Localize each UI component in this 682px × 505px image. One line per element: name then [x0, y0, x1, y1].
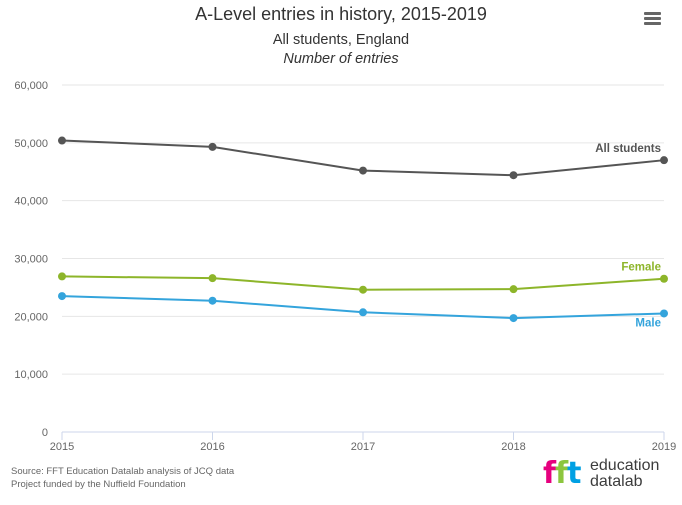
menu-bar — [644, 12, 661, 15]
logo-letter-f: f — [543, 456, 556, 491]
data-point-all-students — [208, 142, 217, 151]
education-datalab-logo: fft education datalab — [543, 458, 673, 492]
x-tick-label: 2015 — [50, 441, 74, 453]
logo-word-education: education — [590, 457, 660, 474]
data-point-female — [208, 274, 217, 283]
menu-bar — [644, 22, 661, 25]
y-tick-label: 30,000 — [14, 254, 48, 266]
x-tick-label: 2019 — [652, 441, 676, 453]
fft-logo-mark: fft — [543, 456, 581, 491]
series-label-female: Female — [621, 262, 661, 274]
data-point-female — [58, 272, 66, 281]
data-point-male — [660, 309, 668, 318]
x-tick-label: 2016 — [200, 441, 224, 453]
subtitle-line-1: All students, England — [272, 32, 410, 48]
series-label-all-students: All students — [595, 143, 661, 155]
y-tick-label: 60,000 — [14, 80, 48, 92]
funding-credit: Project funded by the Nuffield Foundatio… — [11, 479, 186, 490]
source-credit: Source: FFT Education Datalab analysis o… — [11, 466, 235, 477]
logo-word-datalab: datalab — [590, 473, 643, 490]
data-point-male — [58, 292, 66, 301]
x-tick-label: 2017 — [351, 441, 375, 453]
data-point-male — [359, 308, 367, 317]
credits[interactable]: Source: FFT Education Datalab analysis o… — [11, 465, 234, 491]
x-tick-label: 2018 — [501, 441, 525, 453]
chart-title: A-Level entries in history, 2015-2019 — [195, 4, 487, 24]
logo-letter-f: f — [555, 456, 568, 491]
subtitle-line-2: Number of entries — [283, 51, 399, 67]
data-point-female — [359, 285, 367, 294]
y-tick-label: 40,000 — [14, 196, 48, 208]
data-point-all-students — [509, 171, 518, 180]
data-point-all-students — [660, 156, 668, 165]
data-point-female — [509, 285, 518, 294]
series-label-male: Male — [635, 317, 661, 329]
data-point-all-students — [58, 136, 66, 145]
chart-subtitle: All students, England Number of entries — [0, 31, 682, 69]
y-tick-label: 20,000 — [14, 311, 48, 323]
data-point-all-students — [359, 166, 367, 175]
data-point-male — [208, 296, 217, 305]
data-point-female — [660, 274, 668, 283]
y-tick-label: 50,000 — [14, 138, 48, 150]
logo-letter-t: t — [567, 456, 581, 491]
logo-wordmark: education datalab — [590, 458, 659, 490]
menu-bar — [644, 17, 661, 20]
data-point-male — [509, 314, 518, 323]
y-tick-label: 10,000 — [14, 369, 48, 381]
hamburger-menu-icon[interactable] — [642, 9, 664, 27]
y-tick-label: 0 — [42, 427, 48, 439]
